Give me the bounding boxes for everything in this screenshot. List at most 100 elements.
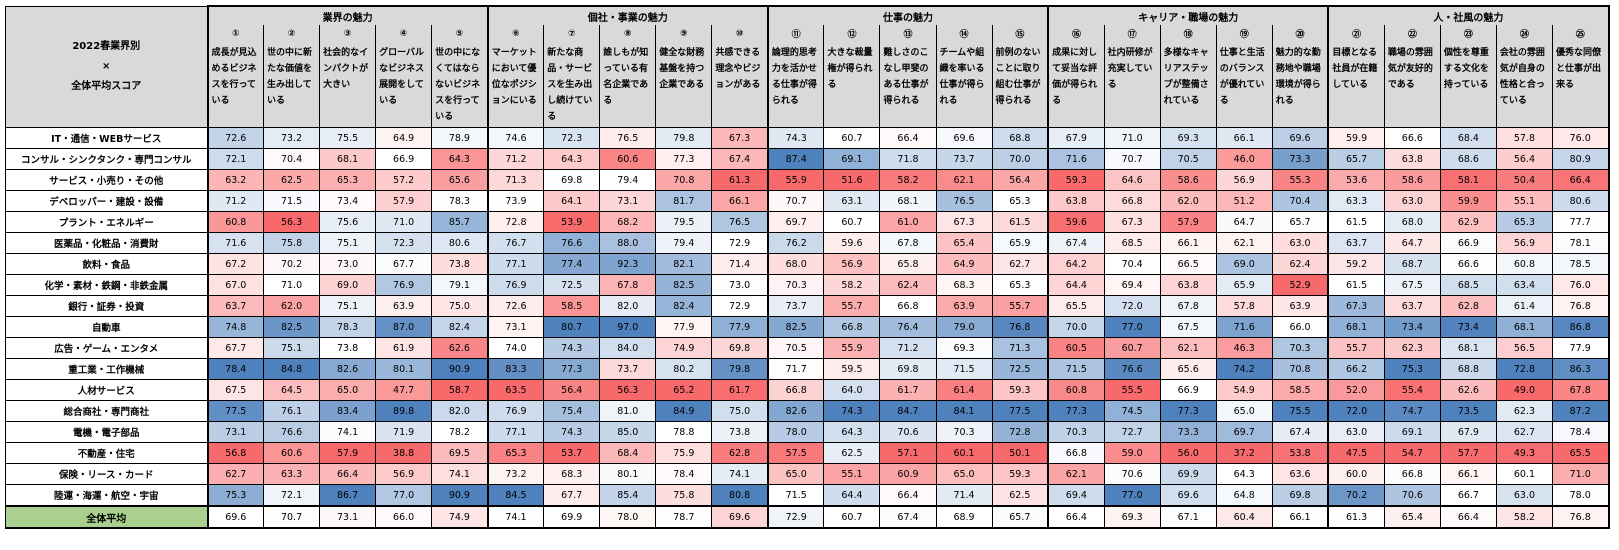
score-cell: 70.5	[1159, 148, 1217, 170]
score-cell: 73.4	[319, 190, 377, 212]
score-cell: 66.1	[1271, 505, 1330, 529]
column-header: チームや組織を率いる仕事が得られる	[935, 42, 993, 128]
score-cell: 73.7	[935, 148, 993, 170]
group-header: キャリア・職場の魅力	[1047, 5, 1330, 25]
industry-row: コンサル・シンクタンク・専門コンサル 72.1 70.4 68.1 66.9 64.3 71…	[5, 148, 1610, 170]
score-cell: 64.6	[1103, 169, 1161, 191]
score-cell: 57.9	[375, 190, 433, 212]
industry-label: 電機・電子部品	[5, 421, 209, 443]
score-cell: 84.5	[486, 484, 545, 507]
score-cell: 66.4	[1047, 505, 1105, 529]
score-cell: 70.0	[1047, 316, 1105, 338]
score-cell: 84.9	[655, 400, 713, 422]
score-cell: 66.0	[375, 505, 433, 529]
score-cell: 69.8	[879, 358, 937, 380]
score-cell: 90.9	[431, 484, 489, 507]
score-cell: 69.1	[1383, 421, 1441, 443]
score-cell: 81.7	[655, 190, 713, 212]
score-cell: 62.4	[879, 274, 937, 296]
score-cell: 37.2	[1215, 442, 1273, 464]
column-number: ⑳	[1271, 25, 1330, 42]
score-cell: 56.0	[1159, 442, 1217, 464]
score-cell: 71.4	[935, 484, 993, 507]
column-header: マーケットにおいて優位なポジションにいる	[486, 42, 545, 128]
score-cell: 69.3	[1159, 127, 1217, 149]
industry-label: 飲料・食品	[5, 253, 209, 275]
score-cell: 82.6	[319, 358, 377, 380]
score-cell: 69.0	[319, 274, 377, 296]
column-number: ④	[375, 25, 433, 42]
score-cell: 69.4	[1047, 484, 1105, 507]
score-cell: 65.0	[766, 463, 825, 485]
score-cell: 49.0	[1495, 379, 1553, 401]
score-cell: 76.8	[1551, 505, 1610, 529]
score-cell: 67.4	[1271, 421, 1330, 443]
score-cell: 60.0	[1327, 463, 1385, 485]
score-cell: 63.3	[1327, 190, 1385, 212]
score-cell: 67.8	[1159, 295, 1217, 317]
score-cell: 67.7	[375, 253, 433, 275]
industry-label: コンサル・シンクタンク・専門コンサル	[5, 148, 209, 170]
score-cell: 53.8	[1271, 442, 1330, 464]
score-cell: 69.6	[935, 127, 993, 149]
score-cell: 65.9	[991, 232, 1050, 254]
score-cell: 79.8	[711, 358, 769, 380]
score-cell: 70.8	[655, 169, 713, 191]
score-cell: 66.2	[1327, 358, 1385, 380]
score-cell: 77.9	[1551, 337, 1610, 359]
score-cell: 70.6	[1383, 484, 1441, 507]
group-header: 個社・事業の魅力	[486, 5, 769, 25]
column-header: 誰しもが知っている有名企業である	[599, 42, 657, 128]
score-cell: 71.6	[206, 232, 265, 254]
column-header: 大きな裁量権が得られる	[823, 42, 881, 128]
score-cell: 57.8	[1495, 127, 1553, 149]
score-cell: 60.7	[823, 211, 881, 233]
score-cell: 60.7	[1103, 337, 1161, 359]
score-cell: 62.7	[206, 463, 265, 485]
score-cell: 62.5	[991, 484, 1050, 507]
score-cell: 68.5	[1439, 274, 1497, 296]
score-cell: 72.3	[543, 127, 601, 149]
score-cell: 68.8	[1439, 358, 1497, 380]
score-cell: 61.4	[935, 379, 993, 401]
column-header: 目標となる社員が在籍している	[1327, 42, 1385, 128]
score-cell: 78.1	[1551, 232, 1610, 254]
score-cell: 56.9	[1495, 232, 1553, 254]
score-cell: 76.5	[711, 211, 769, 233]
score-cell: 63.7	[206, 295, 265, 317]
group-header: 人・社風の魅力	[1327, 5, 1610, 25]
score-cell: 74.1	[431, 463, 489, 485]
score-cell: 74.2	[1215, 358, 1273, 380]
score-cell: 69.6	[1159, 484, 1217, 507]
score-cell: 56.5	[1495, 337, 1553, 359]
column-number: ⑱	[1159, 25, 1217, 42]
score-cell: 67.9	[1047, 127, 1105, 149]
score-cell: 84.1	[935, 400, 993, 422]
score-cell: 50.4	[1495, 169, 1553, 191]
score-cell: 66.0	[1271, 316, 1330, 338]
score-cell: 68.7	[1383, 253, 1441, 275]
industry-label: 化学・素材・鉄鋼・非鉄金属	[5, 274, 209, 296]
industry-row: IT・通信・WEBサービス 72.6 73.2 75.5 64.9 78.9 74.6 72.…	[5, 127, 1610, 149]
industry-label: 人材サービス	[5, 379, 209, 401]
score-cell: 79.4	[599, 169, 657, 191]
score-cell: 76.8	[1551, 295, 1610, 317]
column-number: ⑥	[486, 25, 545, 42]
score-cell: 66.8	[1047, 442, 1105, 464]
score-cell: 62.1	[1047, 463, 1105, 485]
column-header: 世の中になくてはならないビジネスを行っている	[431, 42, 489, 128]
column-header: 社会的なインパクトが大きい	[319, 42, 377, 128]
score-cell: 73.4	[1383, 316, 1441, 338]
score-heatmap-table: 2022春業界別 × 全体平均スコア 業界の魅力 個社・事業の魅力 仕事の魅力 キャリア…	[5, 5, 1610, 529]
score-cell: 56.4	[991, 169, 1050, 191]
score-cell: 58.2	[1495, 505, 1553, 529]
score-cell: 59.2	[1327, 253, 1385, 275]
score-cell: 59.5	[823, 358, 881, 380]
score-cell: 77.1	[486, 421, 545, 443]
score-cell: 77.3	[655, 148, 713, 170]
score-cell: 71.8	[879, 148, 937, 170]
score-cell: 70.8	[1271, 358, 1330, 380]
corner-title: 2022春業界別 × 全体平均スコア	[5, 5, 209, 128]
score-cell: 69.3	[1103, 505, 1161, 529]
industry-label: 重工業・工作機械	[5, 358, 209, 380]
